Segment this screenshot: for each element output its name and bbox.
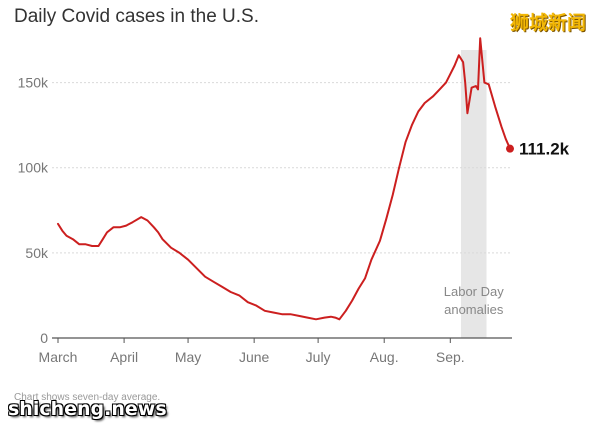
x-tick-label: March — [39, 349, 78, 365]
last-value-label: 111.2k — [519, 140, 570, 159]
annotation-band — [460, 50, 487, 338]
x-tick-label: June — [239, 349, 270, 365]
watermark-top-right: 狮城新闻 — [509, 12, 586, 34]
chart-footnote: Chart shows seven-day average. — [14, 392, 161, 403]
series-line-layer — [57, 37, 514, 321]
annotation-band-layer — [460, 50, 487, 338]
series-line — [57, 37, 511, 321]
last-point-marker — [506, 144, 514, 153]
x-tick-label: Aug. — [370, 349, 399, 365]
y-tick-label: 100k — [18, 160, 49, 176]
gridlines-layer — [52, 82, 512, 339]
chart-title: Daily Covid cases in the U.S. — [14, 6, 259, 27]
annotation-text-line: Labor Day — [444, 284, 504, 299]
y-tick-label: 0 — [40, 330, 48, 346]
annotation-layer: 111.2k Labor Day anomalies — [444, 140, 570, 317]
x-tick-label: April — [110, 349, 138, 365]
y-tick-labels-layer: 0 50k 100k 150k — [18, 75, 49, 346]
annotation-text-line: anomalies — [444, 302, 504, 317]
x-tick-label: Sep. — [436, 349, 465, 365]
x-tick-labels-layer: March April May June July Aug. Sep. — [39, 338, 465, 365]
x-tick-label: May — [175, 349, 201, 365]
y-tick-label: 150k — [18, 75, 49, 91]
x-tick-label: July — [306, 349, 331, 365]
y-tick-label: 50k — [25, 245, 49, 261]
watermark-bottom-left: shicheng.news — [8, 398, 167, 420]
